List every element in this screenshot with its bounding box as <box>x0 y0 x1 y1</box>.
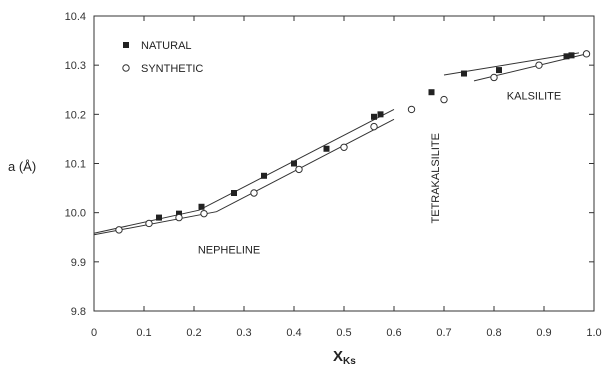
point-natural-8 <box>377 111 384 118</box>
x-tick-label-10: 1.0 <box>586 327 601 339</box>
x-tick-label-0: 0 <box>91 327 97 339</box>
y-tick-label-6: 10.4 <box>65 11 86 23</box>
x-tick-label-7: 0.7 <box>436 327 451 339</box>
fit-line-natural-nepheline <box>93 108 395 234</box>
region-label-nepheline: NEPHELINE <box>198 244 260 256</box>
legend-marker-natural <box>123 42 129 48</box>
point-synthetic-12 <box>582 50 591 58</box>
point-natural-11 <box>496 67 502 74</box>
point-natural-6 <box>323 145 330 152</box>
point-synthetic-11 <box>535 61 543 69</box>
y-tick-label-1: 9.9 <box>71 257 86 269</box>
point-natural-9 <box>428 89 435 96</box>
x-tick-label-6: 0.6 <box>386 327 401 339</box>
point-synthetic-6 <box>340 143 348 151</box>
point-synthetic-1 <box>145 219 153 228</box>
point-synthetic-8 <box>407 105 416 114</box>
point-natural-10 <box>461 70 467 77</box>
x-axis-label-subscript: Ks <box>343 356 356 367</box>
point-natural-4 <box>261 172 267 179</box>
point-natural-7 <box>371 113 377 120</box>
y-tick-label-3: 10.1 <box>65 159 86 171</box>
point-synthetic-2 <box>175 213 183 222</box>
point-synthetic-10 <box>490 73 498 82</box>
point-natural-2 <box>198 203 205 210</box>
x-tick-label-9: 0.9 <box>536 327 551 339</box>
point-synthetic-9 <box>440 95 448 104</box>
legend-marker-synthetic <box>122 64 130 72</box>
plot-frame <box>93 15 595 312</box>
data-marks <box>115 50 591 234</box>
fit-line-synthetic-nepheline <box>93 118 395 236</box>
y-tick-label-2: 10.0 <box>65 208 86 220</box>
y-tick-label-4: 10.2 <box>65 109 86 121</box>
x-axis-label: XKs <box>333 348 356 367</box>
region-label-tetrakalsilite: TETRAKALSILITE <box>430 133 442 223</box>
x-tick-label-1: 0.1 <box>136 327 151 339</box>
legend-label-synthetic: SYNTHETIC <box>141 63 203 75</box>
legend-label-natural: NATURAL <box>141 40 192 52</box>
annotations: NEPHELINE TETRAKALSILITE KALSILITE <box>198 91 561 257</box>
y-axis-label: a (Å) <box>8 159 36 174</box>
point-natural-13 <box>568 52 575 59</box>
point-synthetic-7 <box>370 122 378 131</box>
point-synthetic-4 <box>250 189 258 197</box>
legend: NATURAL SYNTHETIC <box>122 40 203 75</box>
point-natural-5 <box>291 160 297 167</box>
point-natural-1 <box>176 210 182 217</box>
x-axis-label-main: X <box>333 348 343 365</box>
point-synthetic-5 <box>295 165 303 174</box>
y-tick-label-0: 9.8 <box>71 306 86 318</box>
x-tick-label-2: 0.2 <box>186 327 201 339</box>
y-tick-label-5: 10.3 <box>65 60 86 72</box>
x-tick-label-3: 0.3 <box>236 327 251 339</box>
region-label-kalsilite: KALSILITE <box>507 91 561 103</box>
point-natural-3 <box>231 190 237 196</box>
x-tick-label-8: 0.8 <box>486 327 501 339</box>
point-natural-0 <box>156 214 162 221</box>
x-tick-label-5: 0.5 <box>336 327 351 339</box>
point-synthetic-3 <box>200 209 208 218</box>
fit-lines <box>93 52 587 236</box>
x-tick-label-4: 0.4 <box>286 327 301 339</box>
point-synthetic-0 <box>115 226 123 234</box>
axis-ticks: 0 0.1 0.2 0.3 0.4 0.5 0.6 0.7 0.8 0.9 1.0 9.8 9.9 10.… <box>65 11 602 339</box>
point-natural-12 <box>563 53 570 60</box>
